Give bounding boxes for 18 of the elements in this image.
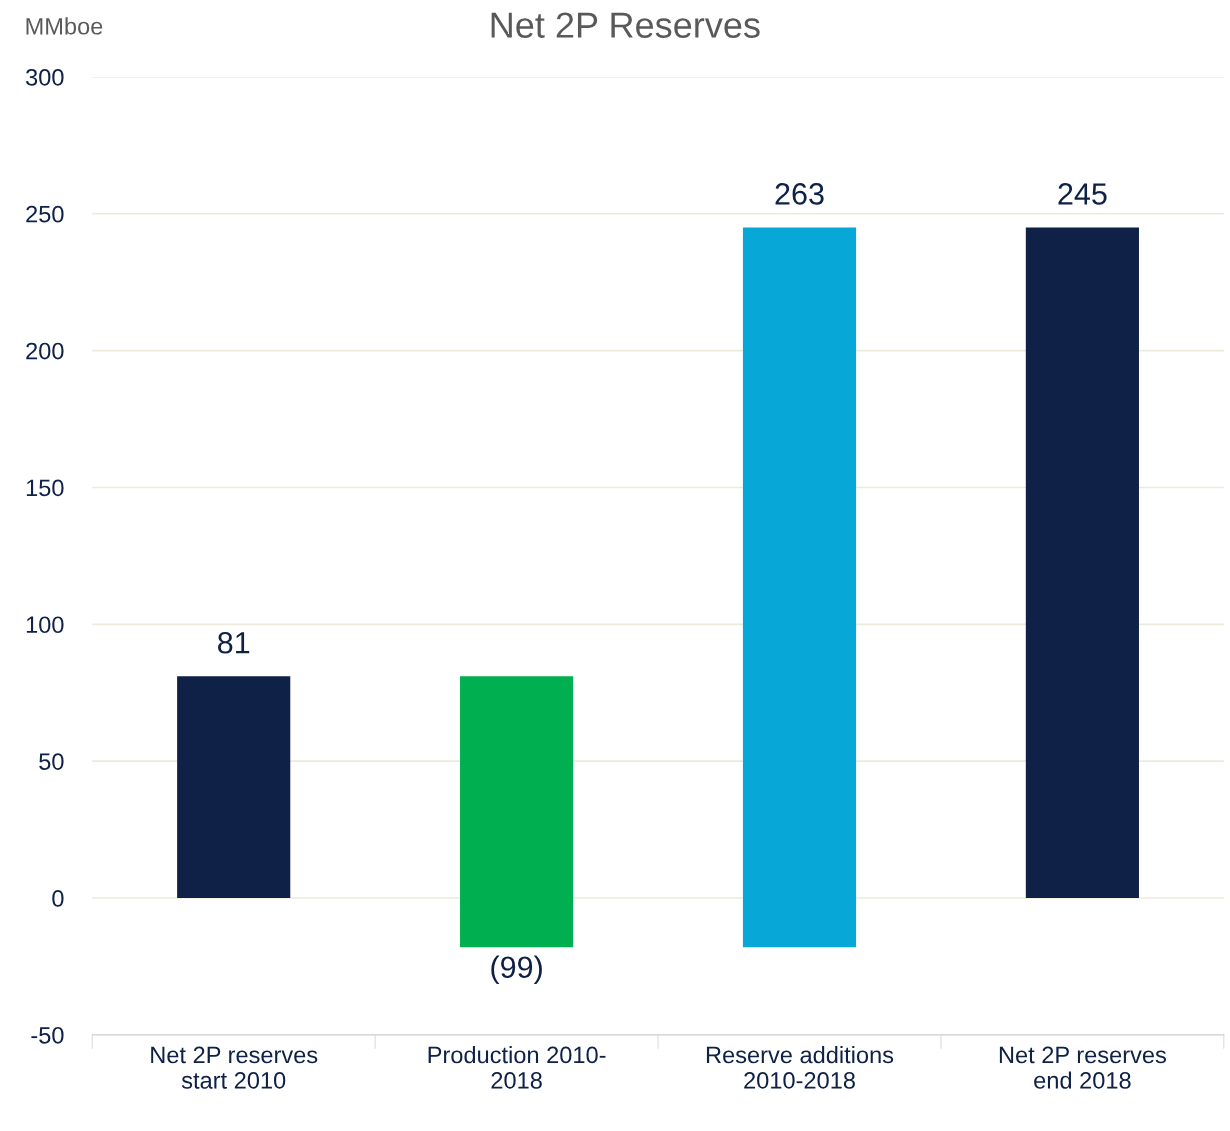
x-tick-label: Reserve additions 2010-2018 [706,1045,894,1089]
y-tick-label: -50 [31,1026,64,1044]
data-label: (99) [491,955,542,985]
x-tick-label: Net 2P reserves end 2018 [999,1046,1166,1089]
x-tick-label: Net 2P reserves start 2010 [151,1046,318,1089]
y-axis-title: MMboe [26,17,103,35]
data-label: 263 [775,183,824,205]
y-tick-label: 150 [26,479,64,497]
y-tick-label: 0 [52,890,64,907]
data-label: 245 [1058,183,1107,205]
y-tick-label: 300 [25,68,64,86]
y-tick-label: 200 [26,342,64,360]
chart-title: Net 2P Reserves [491,12,760,38]
data-label: 81 [218,631,250,654]
y-tick-label: 250 [26,205,64,223]
x-tick-label: Production 2010- 2018 [428,1045,606,1089]
y-tick-label: 50 [39,753,64,770]
y-tick-label: 100 [26,616,64,634]
